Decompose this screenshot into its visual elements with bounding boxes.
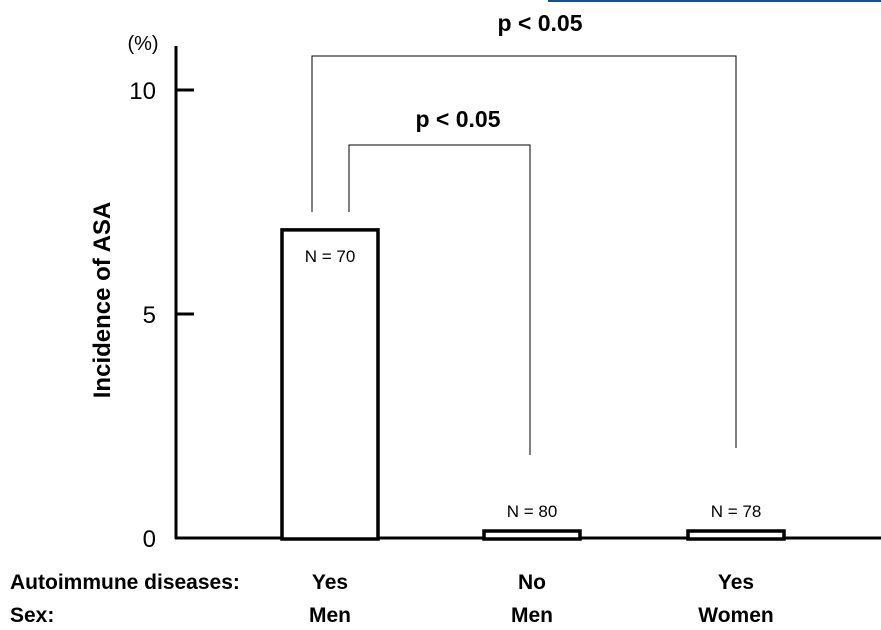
significance-bracket [311, 55, 737, 448]
p-value-label: p < 0.05 [497, 10, 582, 36]
labels-layer: N = 70 Yes Men N = 80 No Men N = 78 Yes Women Aut… [10, 10, 774, 627]
bar-0 [280, 228, 380, 541]
header-accent-rule [548, 0, 881, 2]
bar-n-label: N = 80 [507, 502, 558, 521]
bar-2 [686, 529, 786, 541]
category-autoimmune-label: Yes [718, 571, 754, 594]
significance-bracket [348, 144, 531, 455]
autoimmune-row-label: Autoimmune diseases: [10, 571, 240, 594]
bars-layer [280, 228, 786, 541]
significance-brackets [311, 55, 737, 455]
y-tick-label: 5 [143, 302, 156, 329]
bar-n-label: N = 70 [305, 247, 356, 266]
category-sex-label: Men [511, 604, 553, 625]
category-sex-label: Men [309, 604, 351, 625]
y-unit-label: (%) [127, 33, 158, 55]
y-axis-label: Incidence of ASA [89, 202, 116, 398]
bar-n-label: N = 78 [711, 502, 762, 521]
y-tick-label: 10 [129, 78, 156, 105]
category-sex-label: Women [698, 604, 773, 625]
p-value-label: p < 0.05 [415, 106, 500, 132]
category-autoimmune-label: No [518, 571, 546, 594]
category-autoimmune-label: Yes [312, 571, 348, 594]
sex-row-label: Sex: [10, 604, 54, 625]
bar-1 [482, 529, 582, 541]
y-tick-label: 0 [143, 526, 156, 553]
